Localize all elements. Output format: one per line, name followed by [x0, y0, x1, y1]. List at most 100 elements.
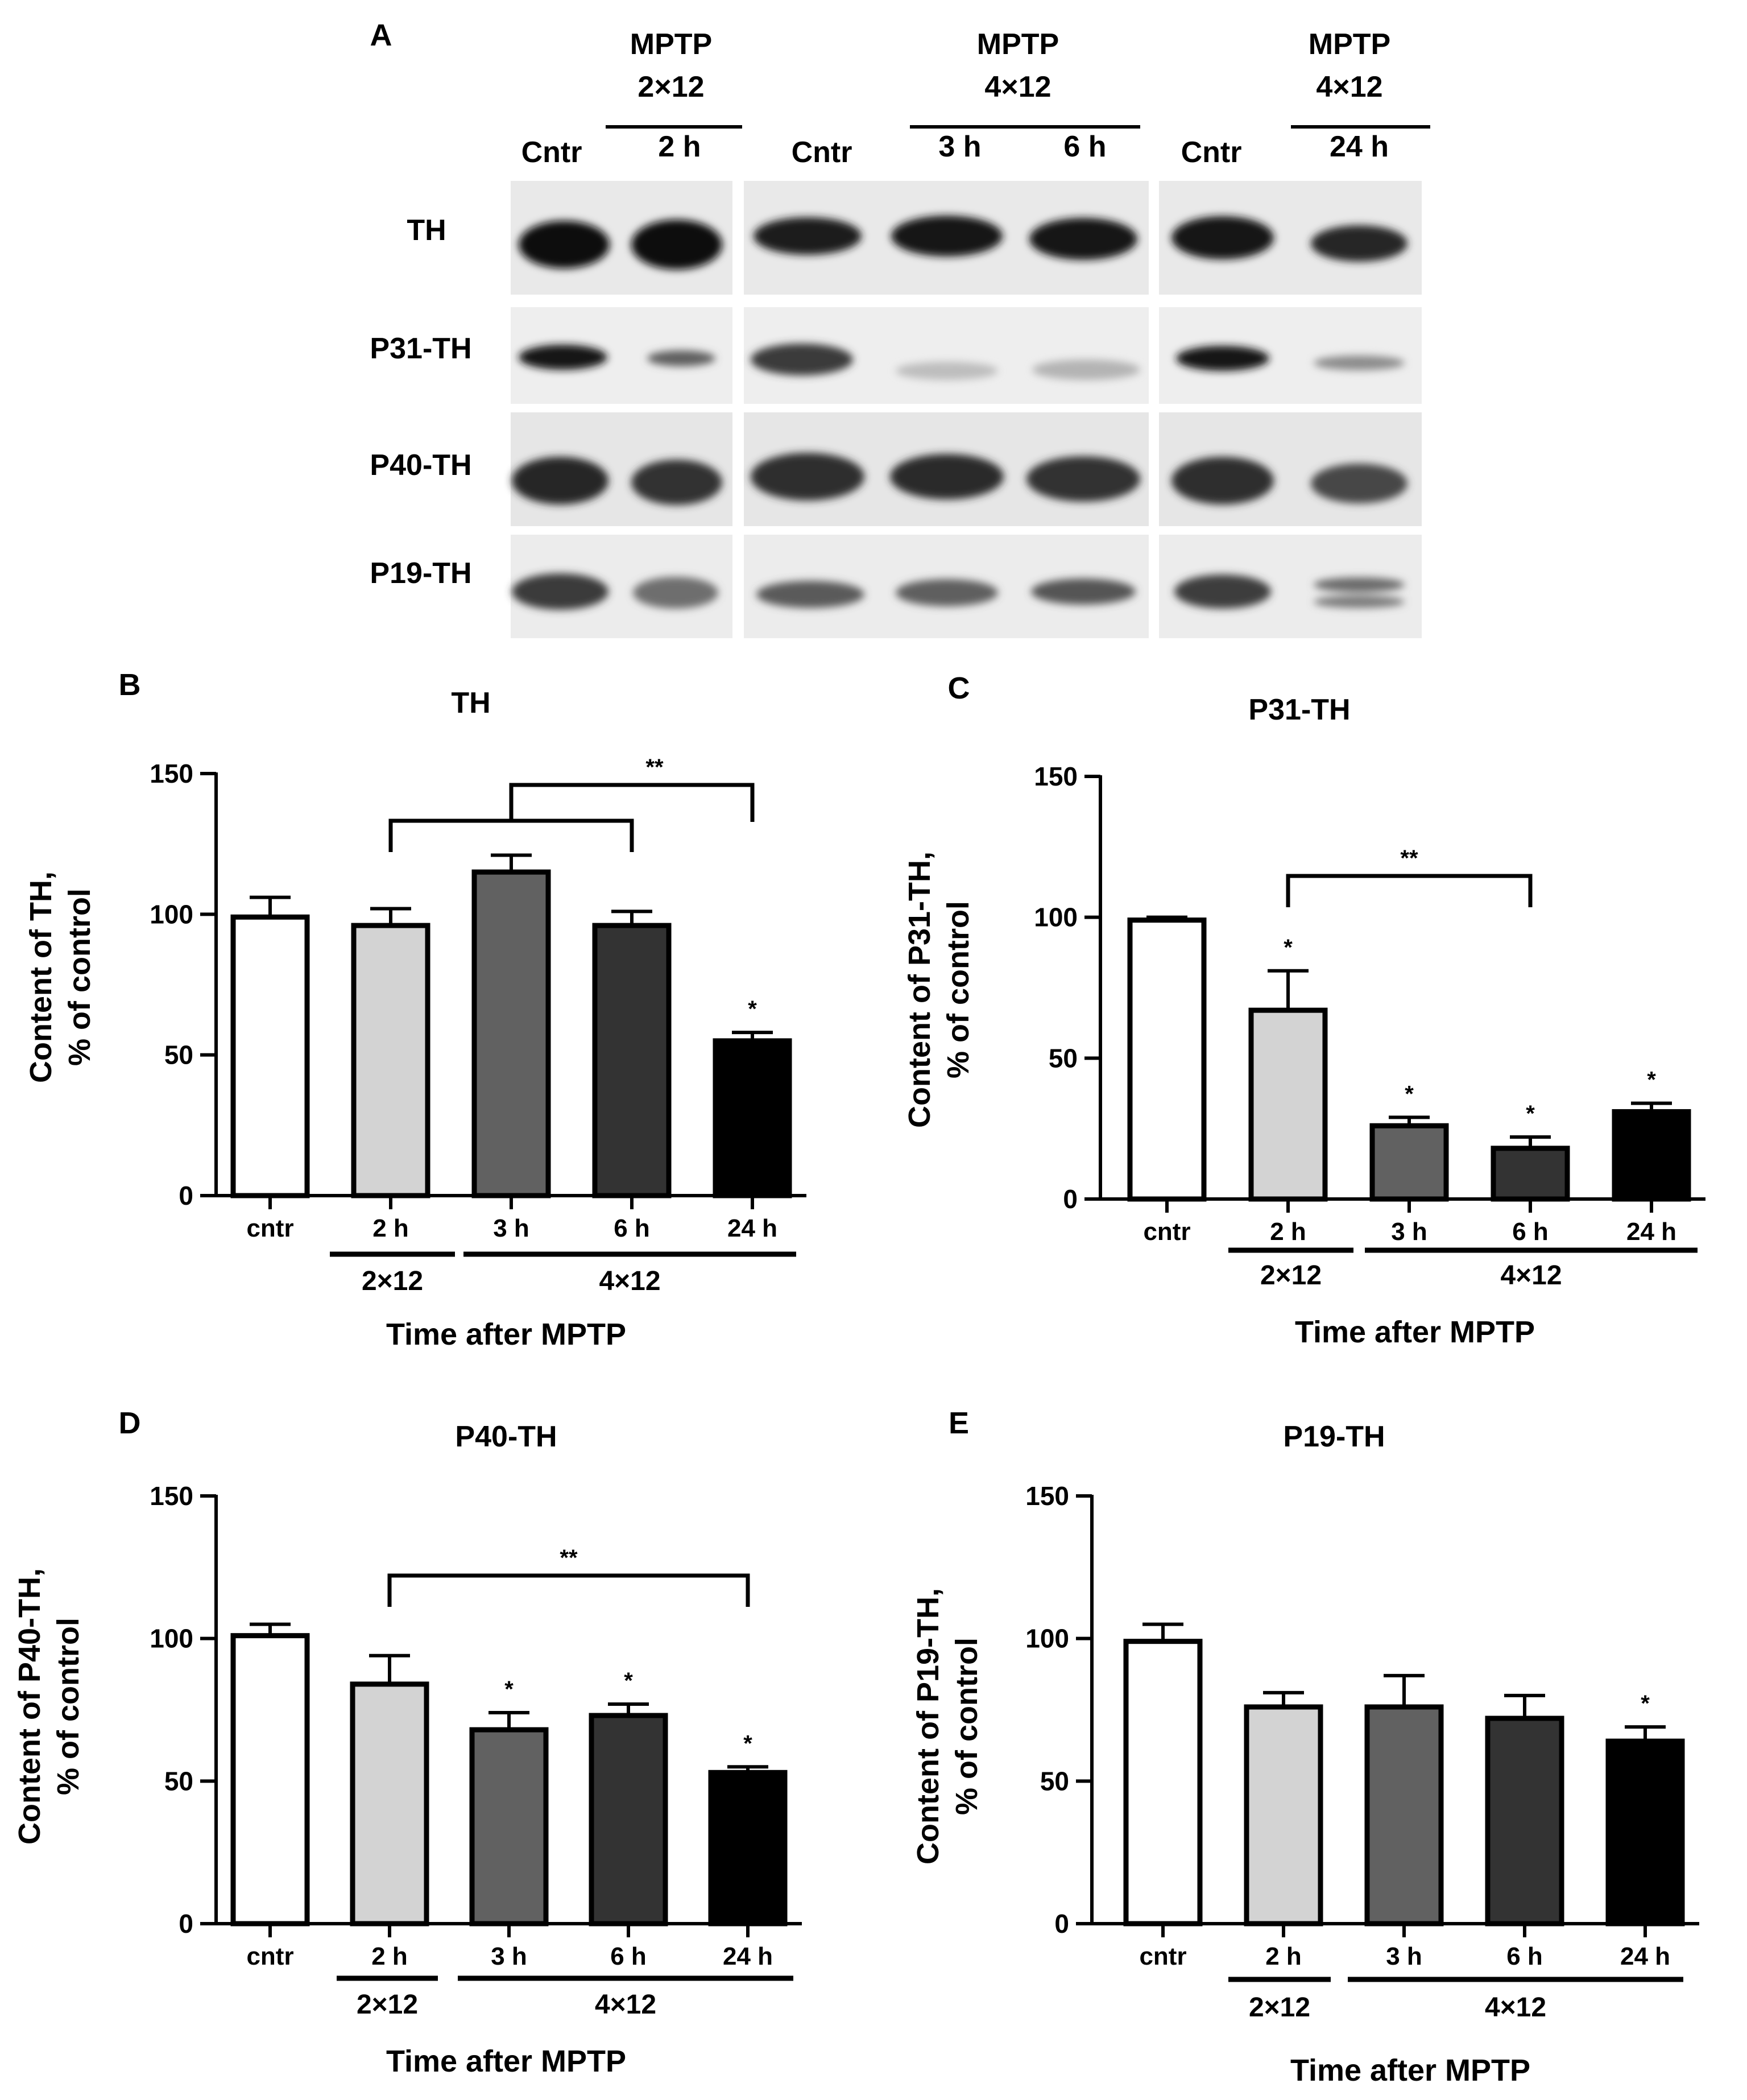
group-label-2: 4×12: [595, 1990, 656, 2020]
y-axis-label-line: % of control: [941, 901, 975, 1078]
significance-star: *: [743, 1731, 752, 1756]
header-group1-line2: 2×12: [637, 71, 704, 104]
group-label-1: 2×12: [357, 1990, 418, 2020]
significance-star: *: [1526, 1101, 1535, 1126]
bar: [713, 1038, 792, 1198]
y-tick-label: 150: [1025, 1481, 1069, 1511]
band-p40-lane4: [890, 454, 1004, 499]
y-axis-label-line: % of control: [63, 888, 97, 1066]
band-th-lane5: [1029, 218, 1137, 260]
row-label-th: TH: [407, 214, 446, 247]
bar: [1369, 1123, 1449, 1202]
y-tick-label: 0: [179, 1909, 193, 1938]
group-label-1: 2×12: [1249, 1992, 1310, 2023]
bar: [708, 1770, 788, 1927]
band-p19-lane4: [896, 579, 998, 606]
band-p40-lane5: [1026, 456, 1140, 502]
y-axis-label: Content of P19-TH,% of control: [911, 1588, 984, 1865]
bar: [1485, 1715, 1564, 1927]
x-tick-label: 24 h: [1626, 1218, 1676, 1246]
bar: [1612, 1109, 1691, 1202]
x-tick-label: 3 h: [493, 1214, 529, 1242]
y-tick-label: 50: [164, 1766, 193, 1796]
panel-letter: D: [119, 1406, 141, 1440]
y-axis-label-line: % of control: [51, 1618, 85, 1795]
x-tick-label: cntr: [1143, 1218, 1190, 1246]
y-tick-label: 100: [1034, 903, 1078, 932]
band-p31-lane3: [751, 344, 853, 375]
significance-bracket: [388, 818, 634, 852]
band-p31-lane7: [1314, 355, 1405, 370]
band-th-lane6: [1171, 216, 1274, 259]
band-p40-lane7: [1311, 464, 1407, 503]
significance-star: *: [1405, 1081, 1414, 1106]
x-tick-label: 2 h: [1270, 1218, 1306, 1246]
band-p19-lane2: [633, 577, 718, 609]
group-label-1: 2×12: [362, 1266, 423, 1296]
band-th-lane3: [754, 217, 862, 255]
x-tick-label: 6 h: [1506, 1942, 1543, 1970]
panel-c-chart: C P31-TH 0 50 100 150 cntr * 2 h * 3 h * 6 h * 24 h ** 2…: [903, 671, 1705, 1349]
row-label-p40: P40-TH: [370, 449, 471, 482]
bar: [1364, 1704, 1444, 1927]
band-p19-lane1: [512, 573, 608, 610]
y-axis-label-line: Content of P19-TH,: [911, 1588, 945, 1865]
significance-star: *: [1641, 1691, 1650, 1716]
panel-e-chart: E P19-TH 0 50 100 150 cntr 2 h 3 h 6 h * 24 h 2×12 4×…: [911, 1406, 1699, 2087]
y-tick-label: 50: [1049, 1043, 1078, 1073]
band-p40-lane2: [631, 460, 722, 505]
bar: [230, 914, 310, 1198]
y-tick-label: 150: [150, 1481, 193, 1511]
y-tick-label: 0: [1063, 1184, 1078, 1214]
y-axis-label-line: % of control: [950, 1638, 984, 1815]
header-group2-line2: 4×12: [984, 71, 1051, 104]
x-axis-label: Time after MPTP: [1295, 1315, 1535, 1349]
bar: [469, 1727, 549, 1927]
band-p19-lane7-lower: [1314, 596, 1405, 608]
panel-letter: E: [949, 1406, 969, 1440]
bar: [1605, 1738, 1685, 1927]
band-th-lane7: [1311, 225, 1407, 262]
y-tick-label: 0: [1054, 1909, 1069, 1938]
chart-title: P19-TH: [1283, 1420, 1385, 1453]
header-group2-line1: MPTP: [977, 28, 1059, 61]
band-p31-lane6: [1176, 346, 1269, 371]
x-tick-label: 2 h: [372, 1214, 409, 1242]
x-tick-label: 6 h: [614, 1214, 650, 1242]
significance-star: *: [624, 1668, 633, 1693]
header-group3-line1: MPTP: [1309, 28, 1390, 61]
significance-bracket: [1286, 874, 1533, 907]
group-label-1: 2×12: [1260, 1260, 1322, 1291]
bar: [1123, 1639, 1203, 1927]
x-tick-label: 3 h: [1386, 1942, 1422, 1970]
x-tick-label: 6 h: [610, 1942, 647, 1970]
row-label-p19: P19-TH: [370, 557, 471, 590]
bar: [471, 869, 551, 1198]
y-tick-label: 150: [150, 759, 193, 788]
x-tick-label: 3 h: [491, 1942, 527, 1970]
y-tick-label: 50: [1040, 1766, 1069, 1796]
group-label-2: 4×12: [1500, 1260, 1562, 1291]
header-group3-line2: 4×12: [1316, 71, 1382, 104]
significance-star: *: [504, 1677, 514, 1702]
band-p19-lane5: [1031, 578, 1136, 605]
band-p31-lane4: [896, 362, 998, 380]
significance-star: *: [748, 997, 757, 1022]
control-label-3: Cntr: [1181, 136, 1242, 169]
bar: [592, 923, 672, 1198]
x-tick-label: 24 h: [723, 1942, 773, 1970]
band-p31-lane5: [1032, 359, 1140, 380]
blot-bands: [512, 216, 1407, 610]
panel-b-chart: B TH 0 50 100 150 cntr 2 h 3 h 6 h * 24 h ** 2×12 4×12…: [24, 668, 806, 1351]
control-label-2: Cntr: [792, 136, 852, 169]
group-label-2: 4×12: [599, 1266, 660, 1296]
band-th-lane2: [631, 220, 722, 270]
panel-letter: C: [948, 671, 970, 705]
band-p40-lane3: [751, 453, 864, 501]
panel-d-chart: D P40-TH 0 50 100 150 cntr 2 h * 3 h * 6 h * 24 h ** 2×…: [13, 1406, 802, 2078]
panel-a: A MPTP 2×12 2 h MPTP 4×12 3 h 6 h MPTP 4…: [370, 18, 1430, 638]
bracket-label: **: [645, 755, 664, 780]
x-tick-label: 2 h: [1265, 1942, 1302, 1970]
y-tick-label: 100: [150, 899, 193, 929]
